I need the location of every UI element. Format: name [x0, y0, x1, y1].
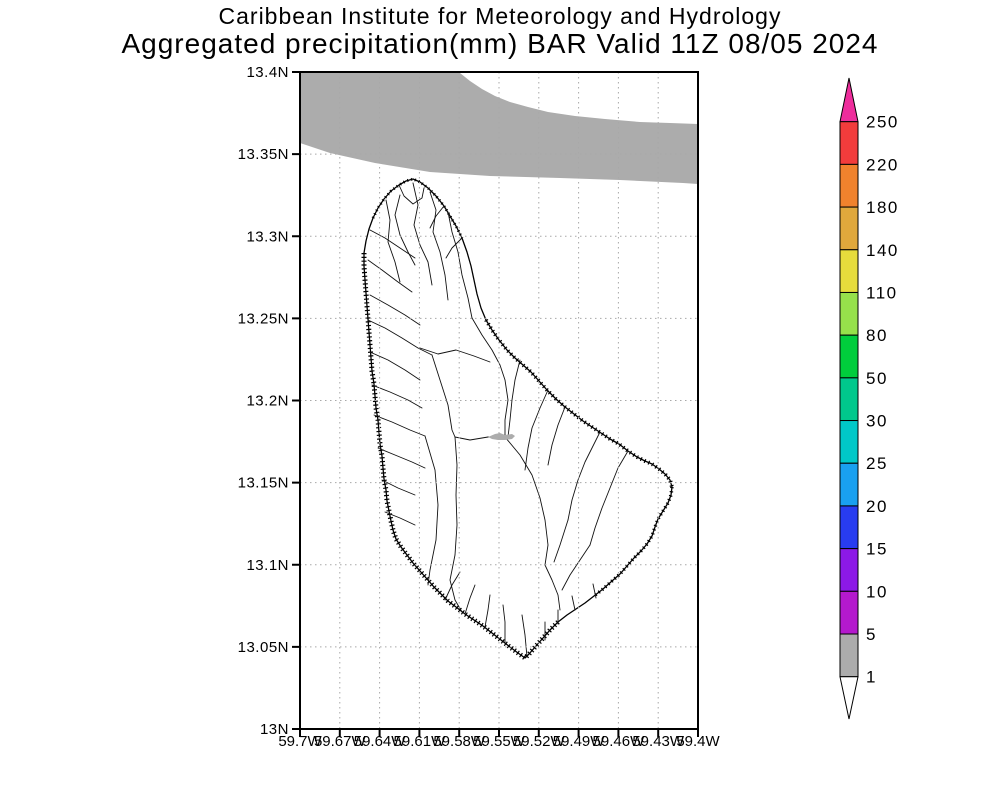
colorbar-labels: 250 220 180 140 110 80 50 30 25 20 15 10 5 1	[866, 113, 899, 687]
lon-tick-label: 59.61W	[394, 733, 447, 750]
colorbar-level-label: 30	[866, 412, 888, 431]
colorbar-segment	[839, 420, 859, 464]
colorbar-level-label: 110	[866, 283, 898, 302]
page-title-line2: Aggregated precipitation(mm) BAR Valid 1…	[121, 28, 879, 59]
colorbar-level-label: 220	[866, 155, 899, 174]
lon-tick-label: 59.46W	[593, 733, 646, 750]
colorbar-level-label: 10	[866, 582, 888, 601]
colorbar-level-label: 5	[866, 625, 877, 644]
colorbar-segment	[839, 590, 859, 635]
lon-tick-label: 59.58W	[433, 733, 486, 750]
lon-tick-label: 59.67W	[314, 733, 367, 750]
lat-tick-label: 13.1N	[246, 557, 289, 574]
colorbar-segment	[839, 291, 859, 336]
colorbar-segment	[839, 206, 859, 251]
lon-tick-label: 59.4W	[676, 733, 720, 750]
watershed-lines	[367, 182, 629, 658]
colorbar-segment	[839, 505, 859, 550]
colorbar-segment	[839, 163, 859, 208]
island-gray-patch-1-5mm	[488, 433, 515, 440]
colorbar-segment	[839, 462, 859, 507]
lon-tick-label: 59.64W	[354, 733, 407, 750]
axis-ticks	[292, 71, 699, 737]
colorbar-bottom-arrow	[839, 676, 859, 720]
colorbar-segments	[839, 121, 859, 678]
lat-tick-label: 13.15N	[238, 475, 289, 492]
barbados-island	[361, 177, 674, 662]
colorbar-segment	[839, 377, 859, 422]
colorbar-segment	[839, 121, 859, 165]
lon-tick-label: 59.43W	[632, 733, 685, 750]
lon-tick-label: 59.49W	[553, 733, 606, 750]
colorbar-level-label: 1	[866, 668, 877, 687]
lat-tick-label: 13.4N	[246, 64, 289, 81]
lat-tick-label: 13N	[260, 721, 289, 738]
plot-titles: Caribbean Institute for Meteorology and …	[0, 3, 1000, 58]
colorbar: 250 220 180 140 110 80 50 30 25 20 15 10 5 1	[839, 77, 899, 720]
lon-tick-label: 59.52W	[513, 733, 566, 750]
colorbar-level-label: 25	[866, 454, 888, 473]
colorbar-level-label: 80	[866, 326, 888, 345]
island-outline	[363, 178, 673, 659]
grid-lines	[300, 72, 698, 729]
lon-tick-label: 59.55W	[473, 733, 526, 750]
lat-tick-label: 13.05N	[238, 639, 289, 656]
colorbar-segment	[839, 548, 859, 592]
axis-labels: 13.4N 13.35N 13.3N 13.25N 13.2N 13.15N 13.1N 13…	[238, 64, 721, 750]
colorbar-level-label: 15	[866, 540, 888, 559]
colorbar-level-label: 20	[866, 497, 888, 516]
colorbar-level-label: 140	[866, 241, 899, 260]
lat-tick-label: 13.3N	[246, 228, 289, 245]
colorbar-level-label: 250	[866, 113, 899, 132]
lat-tick-label: 13.35N	[238, 146, 289, 163]
colorbar-segment	[839, 633, 859, 678]
lat-tick-label: 13.2N	[246, 393, 289, 410]
colorbar-top-arrow	[839, 77, 859, 123]
lon-tick-label: 59.7W	[278, 733, 322, 750]
page-title-line1: Caribbean Institute for Meteorology and …	[218, 3, 782, 29]
lat-tick-label: 13.25N	[238, 310, 289, 327]
colorbar-segment	[839, 334, 859, 379]
colorbar-level-label: 180	[866, 198, 899, 217]
colorbar-level-label: 50	[866, 369, 888, 388]
colorbar-segment	[839, 249, 859, 293]
